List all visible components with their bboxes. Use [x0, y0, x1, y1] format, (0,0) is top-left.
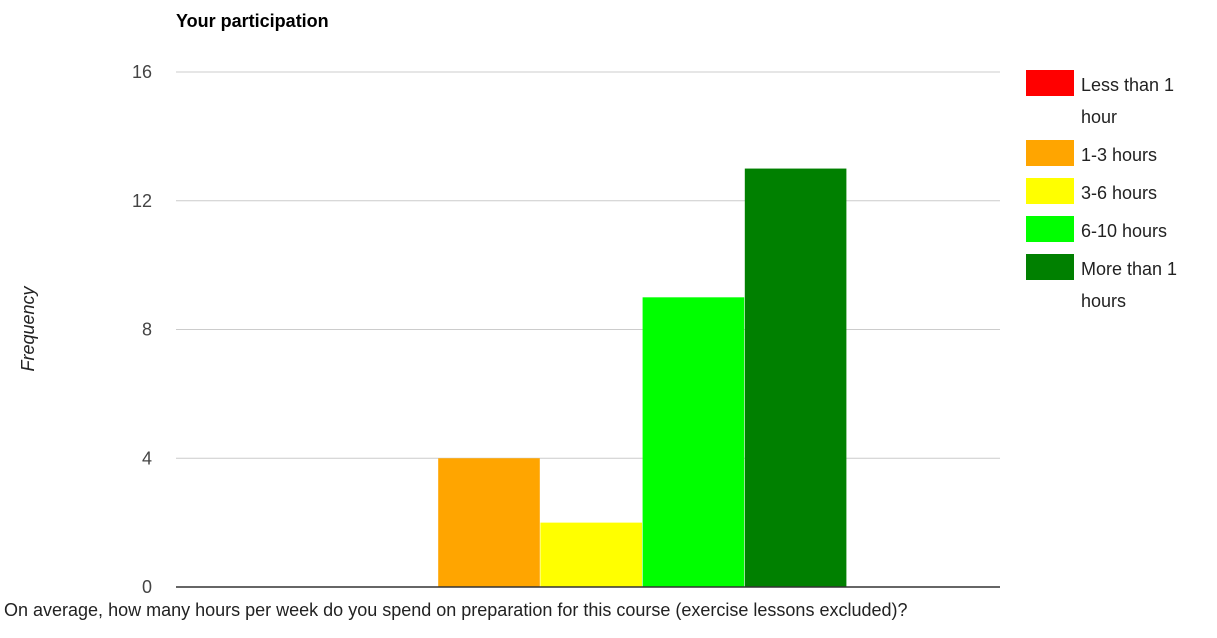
- bar[interactable]: [744, 168, 847, 587]
- legend-label: hours: [1081, 291, 1126, 311]
- legend-swatch: [1026, 70, 1074, 96]
- legend-swatch: [1026, 216, 1074, 242]
- y-tick-label: 8: [142, 320, 152, 340]
- y-tick-label: 12: [132, 191, 152, 211]
- gridlines: [176, 71, 1000, 459]
- legend-label: 1-3 hours: [1081, 145, 1157, 165]
- y-tick-label: 4: [142, 448, 152, 468]
- axes: 0 4 8 12 16: [132, 62, 1000, 597]
- legend-swatch: [1026, 178, 1074, 204]
- legend-swatch: [1026, 140, 1074, 166]
- legend-label: 6-10 hours: [1081, 221, 1167, 241]
- legend: Less than 1 hour 1-3 hours 3-6 hours 6-10 ho…: [1026, 70, 1177, 311]
- y-axis-title: Frequency: [18, 285, 38, 371]
- y-tick-label: 16: [132, 62, 152, 82]
- bars: [438, 168, 847, 587]
- legend-label: Less than 1: [1081, 75, 1174, 95]
- y-tick-label: 0: [142, 577, 152, 597]
- bar[interactable]: [642, 297, 745, 587]
- legend-label: More than 1: [1081, 259, 1177, 279]
- bar[interactable]: [438, 458, 540, 587]
- legend-label: hour: [1081, 107, 1117, 127]
- chart-title: Your participation: [176, 11, 329, 31]
- x-axis-title: On average, how many hours per week do y…: [4, 600, 908, 620]
- legend-label: 3-6 hours: [1081, 183, 1157, 203]
- bar[interactable]: [540, 522, 642, 587]
- legend-swatch: [1026, 254, 1074, 280]
